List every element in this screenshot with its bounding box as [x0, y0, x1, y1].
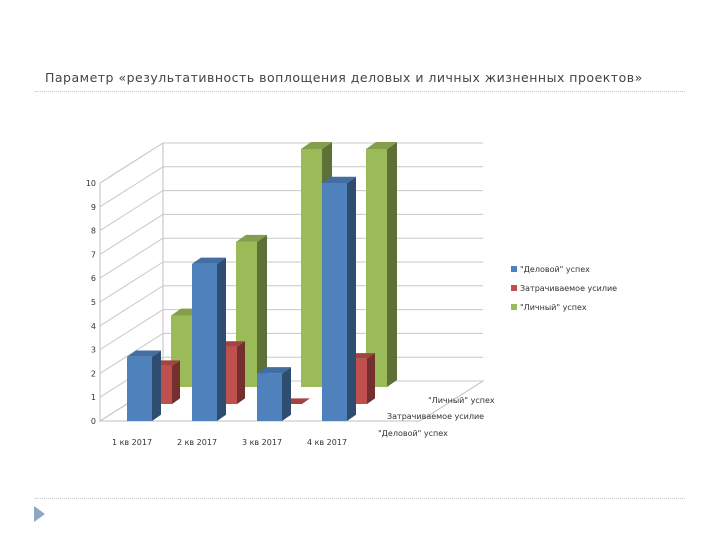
y-tick-label: 5	[91, 298, 96, 307]
gridline-diagonal	[99, 285, 164, 327]
bar-side	[257, 234, 267, 387]
y-tick-label: 8	[91, 227, 96, 236]
legend-label: "Личный" успех	[520, 303, 587, 312]
y-axis-ticks: 0 1 2 3 4 5 6 7 8 9 10	[86, 179, 96, 426]
chart-bars	[127, 142, 397, 421]
gridline-diagonal	[99, 213, 164, 255]
bar-front	[322, 183, 347, 421]
chart-legend: "Деловой" успех Затрачиваемое усилие "Личн…	[511, 265, 617, 312]
title-divider	[35, 91, 685, 92]
legend-swatch	[511, 266, 517, 272]
depth-axis-label: "Личный" успех	[428, 396, 495, 405]
bar-front	[127, 356, 152, 421]
bar-top	[127, 350, 161, 357]
bar	[322, 176, 356, 421]
bar-front	[301, 149, 322, 387]
bar-top	[322, 176, 356, 183]
bar-side	[237, 341, 245, 404]
y-tick-label: 4	[91, 322, 96, 331]
slide-title: Параметр «результативность воплощения де…	[45, 70, 643, 85]
bar-front	[192, 263, 217, 421]
y-tick-label: 2	[91, 369, 96, 378]
depth-axis-labels: "Личный" успех Затрачиваемое усилие "Делов…	[378, 396, 495, 438]
legend-label: "Деловой" успех	[520, 265, 590, 274]
legend-swatch	[511, 285, 517, 291]
y-tick-label: 6	[91, 274, 96, 283]
gridline-diagonal	[99, 309, 164, 351]
bar-top	[236, 234, 267, 242]
bar-side	[367, 353, 375, 404]
gridline-diagonal	[99, 142, 164, 184]
bar	[366, 142, 397, 387]
y-tick-label: 9	[91, 203, 96, 212]
legend-swatch	[511, 304, 517, 310]
x-tick-label: 1 кв 2017	[112, 438, 152, 447]
x-axis-ticks: 1 кв 2017 2 кв 2017 3 кв 2017 4 кв 2017	[112, 438, 347, 447]
bar-front	[257, 373, 282, 421]
slide-arrow-icon	[34, 506, 45, 522]
bar-top	[257, 367, 291, 374]
depth-axis-label: "Деловой" успех	[378, 429, 448, 438]
y-tick-label: 1	[91, 393, 96, 402]
bar-side	[152, 350, 161, 421]
footer-divider	[35, 498, 685, 499]
bar	[192, 257, 226, 421]
bar-side	[217, 257, 226, 421]
y-tick-label: 3	[91, 346, 96, 355]
bar-side	[387, 142, 397, 387]
x-tick-label: 3 кв 2017	[242, 438, 282, 447]
gridline-diagonal	[99, 237, 164, 279]
bar-front	[366, 149, 387, 387]
y-tick-label: 10	[86, 179, 96, 188]
bar-top	[366, 142, 397, 149]
gridline-diagonal	[99, 332, 164, 374]
bar-side	[172, 360, 180, 404]
gridline-diagonal	[99, 261, 164, 303]
bar	[257, 367, 291, 421]
gridline-diagonal	[99, 166, 164, 208]
bar-top	[301, 142, 332, 149]
bar-side	[347, 176, 356, 421]
bar	[127, 350, 161, 421]
gridline-diagonal	[99, 190, 164, 232]
y-tick-label: 7	[91, 250, 96, 259]
x-tick-label: 4 кв 2017	[307, 438, 347, 447]
legend-label: Затрачиваемое усилие	[520, 284, 617, 293]
bar-top	[192, 257, 226, 264]
depth-axis-label: Затрачиваемое усилие	[387, 412, 484, 421]
x-tick-label: 2 кв 2017	[177, 438, 217, 447]
y-tick-label: 0	[91, 417, 96, 426]
bar-side	[282, 367, 291, 421]
